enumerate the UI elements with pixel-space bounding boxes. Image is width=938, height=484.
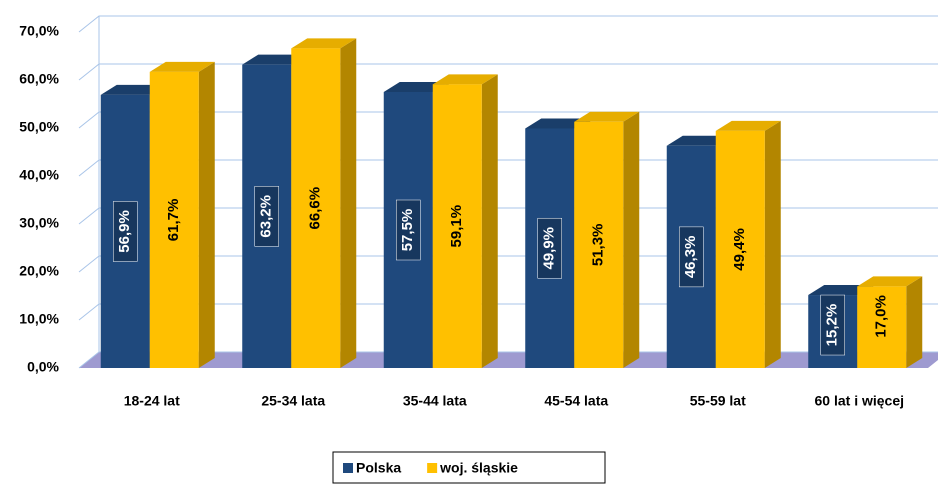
- value-label: 49,9%: [541, 227, 558, 270]
- value-label: 61,7%: [165, 199, 182, 242]
- x-tick-label: 35-44 lata: [403, 393, 467, 409]
- bar-front: [574, 121, 624, 368]
- legend-label: Polska: [356, 460, 401, 476]
- bar-side: [340, 38, 357, 368]
- value-label: 15,2%: [824, 304, 841, 347]
- y-tick-label: 60,0%: [19, 71, 59, 87]
- bar-top: [808, 285, 874, 296]
- grid-line: [78, 15, 938, 33]
- value-label: 51,3%: [590, 224, 607, 267]
- bar-front: [857, 286, 907, 368]
- bar: [291, 38, 357, 368]
- bar-front: [149, 71, 199, 368]
- value-label-box: [396, 199, 421, 261]
- value-label-box: [113, 201, 138, 262]
- x-tick-label: 55-59 lat: [690, 393, 746, 409]
- bar-top: [525, 118, 591, 129]
- bar-top: [149, 61, 215, 72]
- bar-side: [764, 120, 781, 368]
- y-tick-label: 30,0%: [19, 215, 59, 231]
- bar-top: [857, 276, 923, 287]
- bar: [149, 61, 215, 369]
- grid-line: [78, 111, 938, 129]
- y-tick-label: 10,0%: [19, 311, 59, 327]
- grid-line: [78, 207, 938, 225]
- x-tick-label: 60 lat i więcej: [815, 393, 905, 409]
- value-label: 66,6%: [307, 187, 324, 230]
- bar: [715, 120, 781, 368]
- bar-front: [291, 48, 341, 368]
- bar-top: [666, 135, 732, 146]
- bar: [574, 111, 640, 368]
- bar-top: [242, 54, 308, 65]
- bar-top: [574, 111, 640, 122]
- value-label: 49,4%: [731, 228, 748, 271]
- value-label: 46,3%: [682, 236, 699, 279]
- bar-top: [291, 38, 357, 49]
- bar-top: [715, 120, 781, 131]
- legend-swatch: [427, 463, 438, 473]
- value-label: 17,0%: [873, 295, 890, 338]
- legend: Polska woj. śląskie: [332, 451, 606, 484]
- grid-line: [78, 303, 938, 321]
- y-tick-label: 40,0%: [19, 167, 59, 183]
- grid-line: [78, 63, 938, 81]
- y-tick-label: 70,0%: [19, 23, 59, 39]
- bar-front: [715, 130, 765, 368]
- value-label: 57,5%: [399, 209, 416, 252]
- bar-top: [432, 74, 498, 85]
- x-tick-label: 18-24 lat: [124, 393, 180, 409]
- value-label: 63,2%: [258, 195, 275, 238]
- x-tick-label: 45-54 lata: [544, 393, 608, 409]
- legend-box: [332, 451, 606, 484]
- grid-line: [78, 351, 938, 369]
- bar-front: [432, 84, 482, 368]
- x-tick-label: 25-34 lata: [261, 393, 325, 409]
- value-label-box: [820, 294, 845, 356]
- bar: [857, 276, 923, 368]
- y-tick-label: 20,0%: [19, 263, 59, 279]
- value-label: 56,9%: [116, 210, 133, 253]
- bar-side: [198, 61, 215, 369]
- bar-side: [481, 74, 498, 368]
- y-tick-label: 0,0%: [27, 359, 59, 375]
- bar: [432, 74, 498, 368]
- legend-swatch: [343, 463, 353, 473]
- value-label-box: [679, 226, 704, 288]
- bar-side: [623, 111, 640, 368]
- grid-line: [78, 159, 938, 177]
- legend-label: woj. śląskie: [439, 460, 518, 476]
- value-label-box: [254, 186, 279, 247]
- bar-top: [383, 82, 449, 92]
- value-label-box: [537, 217, 562, 279]
- bar-top: [100, 84, 166, 95]
- value-label: 59,1%: [448, 205, 465, 248]
- y-tick-label: 50,0%: [19, 119, 59, 135]
- bar-side: [906, 276, 923, 368]
- grid-line: [78, 255, 938, 273]
